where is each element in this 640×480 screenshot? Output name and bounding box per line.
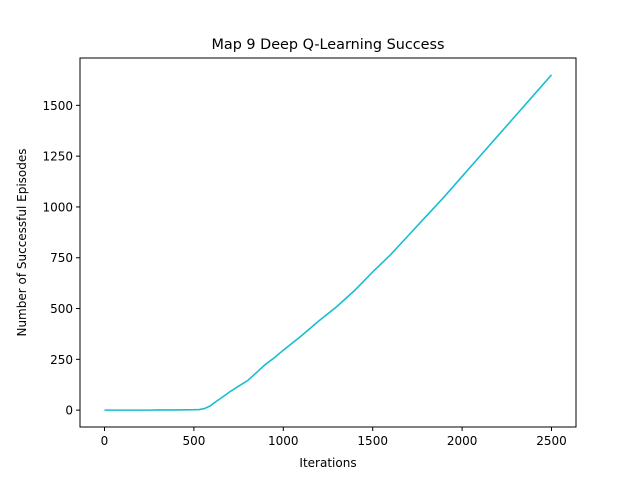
y-axis-label: Number of Successful Episodes — [15, 148, 29, 336]
y-tick-label: 1500 — [42, 99, 73, 113]
y-tick-label: 250 — [50, 353, 73, 367]
series-line — [104, 74, 553, 411]
x-axis-label: Iterations — [299, 456, 356, 470]
x-tick-label: 2500 — [536, 434, 567, 448]
plot-area-frame — [79, 57, 577, 428]
chart-title: Map 9 Deep Q-Learning Success — [211, 37, 444, 53]
x-tick-label: 500 — [182, 434, 205, 448]
x-axis-ticks: 0 500 1000 1500 2000 2500 — [101, 427, 567, 448]
y-tick-label: 1250 — [42, 150, 73, 164]
x-tick-label: 1500 — [357, 434, 388, 448]
y-axis-ticks: 0 250 500 750 1000 1250 1500 — [42, 99, 80, 418]
x-tick-label: 0 — [101, 434, 109, 448]
x-tick-label: 1000 — [268, 434, 299, 448]
y-tick-label: 1000 — [42, 200, 73, 214]
x-tick-label: 2000 — [447, 434, 478, 448]
y-tick-label: 750 — [50, 251, 73, 265]
y-tick-label: 0 — [65, 404, 73, 418]
y-tick-label: 500 — [50, 302, 73, 316]
